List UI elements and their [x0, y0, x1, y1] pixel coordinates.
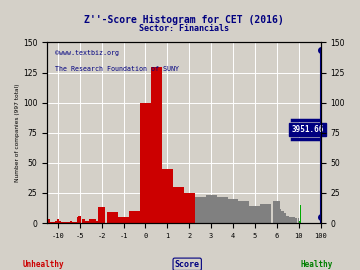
Bar	[273, 201, 280, 223]
Bar	[55, 221, 57, 223]
Bar	[98, 207, 105, 223]
Bar	[118, 217, 129, 223]
Text: Healthy: Healthy	[301, 260, 333, 269]
Bar	[278, 209, 281, 223]
Bar	[195, 197, 206, 223]
Text: Score: Score	[175, 260, 200, 269]
Bar	[281, 211, 284, 223]
Bar	[284, 214, 286, 223]
Bar	[48, 220, 50, 223]
Bar	[53, 222, 55, 223]
Bar	[228, 199, 238, 223]
Bar	[75, 222, 77, 223]
Bar	[72, 222, 75, 223]
Bar	[96, 221, 100, 223]
Text: ©www.textbiz.org: ©www.textbiz.org	[55, 50, 119, 56]
Bar	[63, 222, 66, 223]
Text: 3951.66: 3951.66	[291, 125, 324, 134]
Bar	[70, 221, 72, 223]
Bar	[206, 195, 217, 223]
Bar	[238, 201, 249, 223]
Bar	[77, 217, 79, 223]
Bar	[184, 193, 195, 223]
Text: The Research Foundation of SUNY: The Research Foundation of SUNY	[55, 66, 179, 72]
Bar	[68, 222, 70, 223]
Bar	[260, 204, 271, 223]
Bar	[82, 220, 85, 223]
Bar	[57, 220, 59, 223]
Bar	[66, 222, 68, 223]
Bar	[140, 103, 151, 223]
Text: Sector: Financials: Sector: Financials	[139, 23, 229, 33]
Bar	[59, 221, 61, 223]
Bar	[89, 220, 93, 223]
Bar	[85, 221, 89, 223]
Bar	[294, 218, 297, 223]
Bar	[151, 67, 162, 223]
Bar	[249, 206, 260, 223]
Bar	[107, 212, 118, 223]
Bar	[292, 217, 294, 223]
Bar	[173, 187, 184, 223]
Bar	[162, 169, 173, 223]
Bar	[78, 216, 81, 223]
Bar	[61, 222, 63, 223]
Title: Z''-Score Histogram for CET (2016): Z''-Score Histogram for CET (2016)	[84, 15, 284, 25]
Bar	[129, 211, 140, 223]
Text: Unhealthy: Unhealthy	[22, 260, 64, 269]
Y-axis label: Number of companies (997 total): Number of companies (997 total)	[15, 83, 20, 182]
Bar	[286, 216, 289, 223]
Bar	[50, 222, 53, 223]
Bar	[298, 218, 300, 223]
Bar	[217, 197, 228, 223]
Bar	[289, 217, 292, 223]
Bar	[93, 220, 96, 223]
